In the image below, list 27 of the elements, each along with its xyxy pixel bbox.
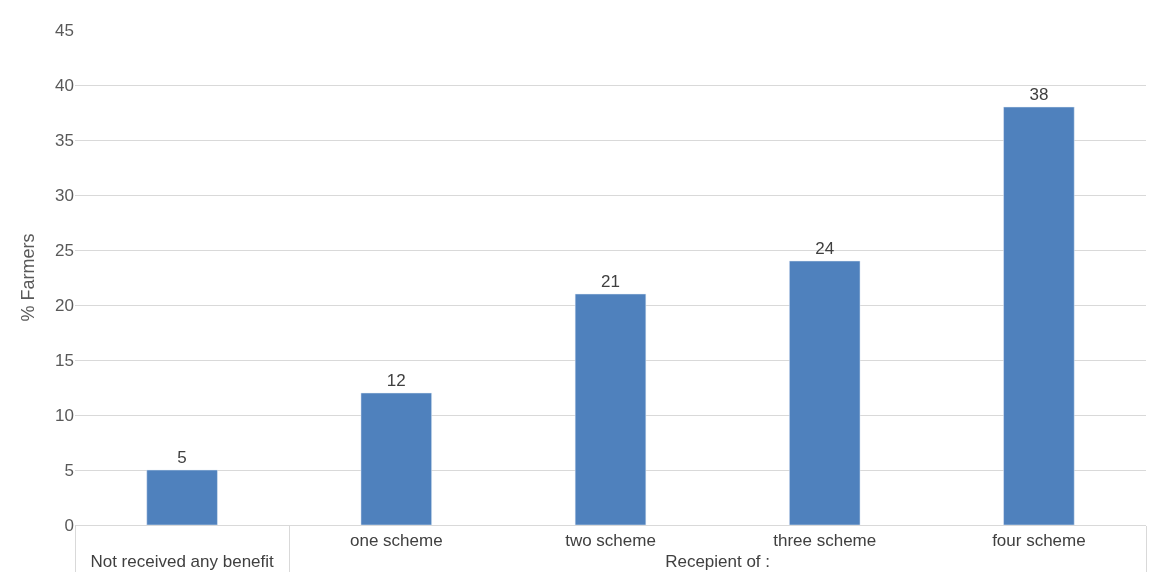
y-tick-label: 40 <box>55 75 74 95</box>
data-label: 5 <box>177 448 187 467</box>
y-tick-label: 35 <box>55 130 74 150</box>
x-tick-label: four scheme <box>992 531 1086 551</box>
bar <box>360 392 432 525</box>
x-tick-label: one scheme <box>349 531 443 551</box>
x-tick-label: two scheme <box>565 531 656 551</box>
y-axis-title: % Farmers <box>18 233 39 322</box>
y-tick-label: 25 <box>55 240 74 260</box>
y-tick-label: 5 <box>64 460 74 480</box>
data-label: 38 <box>1029 85 1049 104</box>
bar <box>146 469 218 525</box>
data-label: 12 <box>386 371 406 390</box>
y-tick-label: 0 <box>64 515 74 535</box>
y-tick-label: 30 <box>55 185 74 205</box>
y-tick-label: 15 <box>55 350 74 370</box>
bar <box>789 260 861 525</box>
data-label: 24 <box>815 239 835 258</box>
data-label: 21 <box>601 272 620 291</box>
y-tick-label: 20 <box>55 295 74 315</box>
y-tick-label: 45 <box>55 20 74 40</box>
y-tick-label: 10 <box>55 405 74 425</box>
x-tick-label: three scheme <box>773 531 877 551</box>
bar <box>574 293 647 525</box>
x-tick-label: Not received any benefit <box>90 552 275 572</box>
bar <box>1003 106 1075 525</box>
text: Recepient of : <box>665 552 771 572</box>
